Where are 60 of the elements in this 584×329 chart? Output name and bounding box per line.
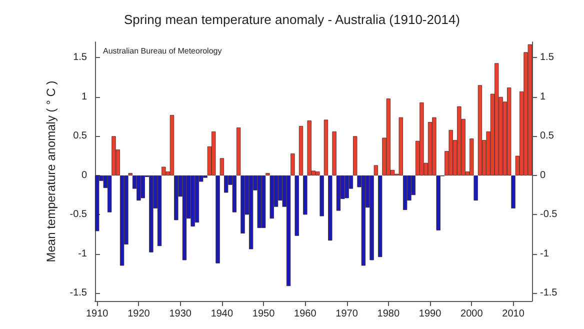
- bar: [170, 114, 174, 176]
- bar: [478, 85, 482, 176]
- y-tick-label: -1: [78, 248, 88, 260]
- bar: [324, 120, 328, 176]
- y-tick-label: 0: [81, 170, 88, 181]
- x-tick-label: 1990: [418, 308, 442, 320]
- bar: [298, 126, 304, 176]
- bar: [190, 175, 195, 226]
- y-tick-label: 0.5: [73, 130, 88, 142]
- y2-tick-label: 1.5: [540, 52, 554, 64]
- y2-tick-label: 1: [540, 91, 546, 102]
- bar: [528, 44, 532, 176]
- y-tick-label: 1: [81, 91, 88, 102]
- bar: [140, 175, 145, 198]
- bar: [136, 175, 141, 201]
- bar: [224, 175, 228, 193]
- y2-tick-label: -1.5: [540, 288, 558, 299]
- bar: [286, 175, 291, 286]
- bar: [162, 166, 166, 176]
- bar: [344, 175, 349, 198]
- y2-tick-label: 0: [540, 170, 546, 181]
- y2-tick-label: 0.5: [540, 130, 554, 142]
- bar: [457, 106, 462, 176]
- y-tick-label: -0.5: [70, 209, 88, 220]
- bar: [248, 175, 254, 250]
- bar: [120, 175, 124, 266]
- x-tick-label: 1930: [169, 308, 192, 320]
- x-tick-label: 1970: [336, 308, 358, 320]
- x-tick-label: 1910: [86, 308, 109, 320]
- bar: [149, 175, 154, 252]
- x-tick-label: 2000: [460, 308, 484, 320]
- bar: [261, 175, 266, 228]
- y2-tick-label: -1: [540, 248, 550, 260]
- x-tick-label: 1920: [128, 308, 150, 320]
- y2-tick-label: -0.5: [540, 209, 558, 220]
- bar: [448, 130, 453, 176]
- annotation: Australian Bureau of Meteorology: [103, 46, 222, 56]
- y-tick-label: -1.5: [70, 288, 88, 299]
- bar: [182, 175, 187, 260]
- bar: [361, 175, 366, 266]
- bar: [402, 175, 408, 210]
- bar: [232, 175, 237, 212]
- chart-title: Spring mean temperature anomaly - Australia (1910-2014): [124, 12, 460, 27]
- bar: [157, 175, 162, 246]
- bar: [494, 63, 499, 176]
- x-tick-label: 1980: [377, 308, 400, 320]
- bar: [174, 175, 178, 220]
- bar: [398, 117, 403, 176]
- y-tick-label: 1.5: [73, 52, 88, 64]
- x-tick-label: 1950: [252, 308, 276, 320]
- x-tick-label: 2010: [502, 308, 525, 320]
- bar: [95, 175, 100, 232]
- bar: [336, 175, 341, 211]
- bar: [320, 175, 324, 216]
- bar: [194, 175, 200, 223]
- bar: [420, 102, 424, 176]
- x-tick-label: 1940: [210, 308, 234, 320]
- y-axis-title: Mean temperature anomaly ( ° C ): [44, 80, 58, 262]
- x-tick-label: 1960: [294, 308, 317, 320]
- bar: [270, 175, 274, 219]
